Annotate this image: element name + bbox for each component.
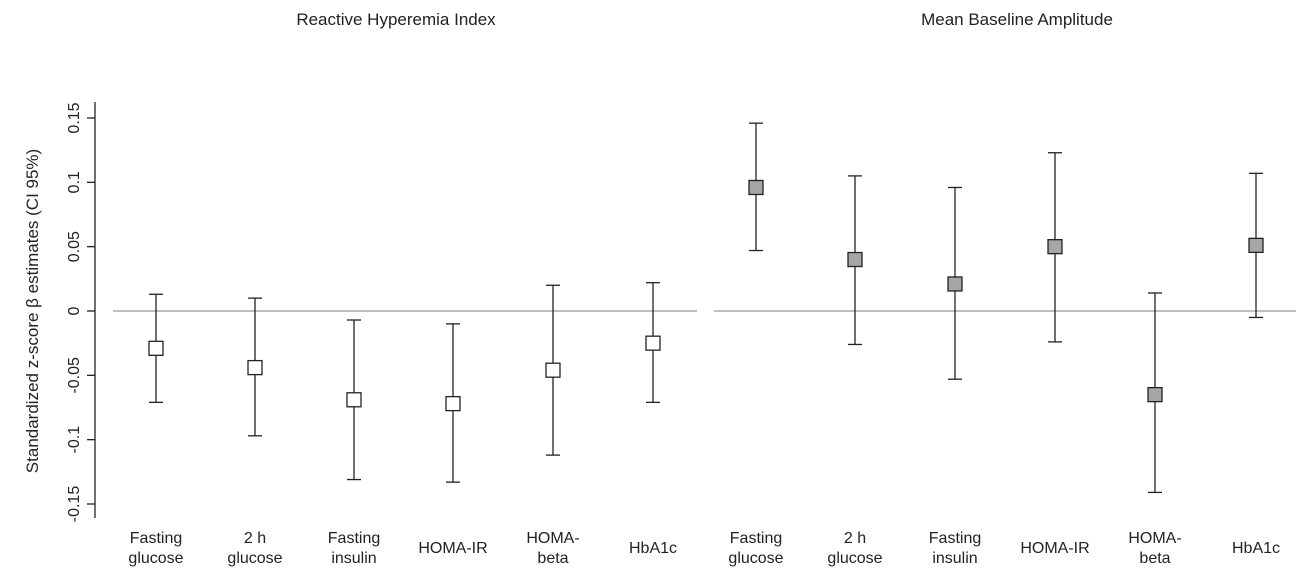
category-label: beta: [537, 550, 568, 567]
y-tick-label: 0.05: [66, 231, 83, 262]
y-tick-label: -0.05: [66, 357, 83, 394]
y-axis: -0.15 -0.1 -0.05 0 0.05 0.1 0.15: [66, 102, 96, 523]
point-estimate-marker: [748, 179, 764, 196]
point-estimate-marker: [1248, 237, 1264, 254]
panel-title: Reactive Hyperemia Index: [296, 10, 496, 29]
point-estimate-marker: [346, 392, 362, 408]
category-label: HOMA-IR: [418, 540, 487, 557]
y-axis-title: Standardized z-score β estimates (CI 95%…: [23, 149, 42, 473]
category-label: insulin: [932, 550, 977, 567]
point-estimate-marker: [1147, 386, 1163, 403]
category-label: Fasting: [929, 530, 981, 547]
category-label: glucose: [827, 550, 882, 567]
category-label: glucose: [728, 550, 783, 567]
category-label: 2 h: [844, 530, 866, 547]
category-label: Fasting: [328, 530, 380, 547]
point-estimate-marker: [247, 359, 263, 376]
point-estimate-marker: [1047, 239, 1063, 255]
panel-2: Mean Baseline Amplitude Fasting glucose 2 h…: [714, 10, 1296, 567]
category-label: Fasting: [730, 530, 782, 547]
category-label: HOMA-: [526, 530, 579, 547]
y-tick-label: -0.1: [66, 426, 83, 454]
panels: Reactive Hyperemia Index Fasting glucose 2 …: [113, 10, 1296, 567]
category-label: beta: [1139, 550, 1170, 567]
point-estimate-marker: [947, 276, 963, 292]
category-label: insulin: [331, 550, 376, 567]
panel-1: Reactive Hyperemia Index Fasting glucose 2 …: [113, 10, 697, 567]
category-label: HOMA-: [1128, 530, 1181, 547]
y-tick-label: -0.15: [66, 486, 83, 523]
category-label: glucose: [227, 550, 282, 567]
point-estimate-marker: [148, 340, 164, 356]
point-estimate-marker: [545, 362, 561, 378]
y-tick-label: 0: [66, 306, 83, 315]
category-label: 2 h: [244, 530, 266, 547]
panel-title: Mean Baseline Amplitude: [921, 10, 1113, 29]
category-label: HbA1c: [1232, 540, 1280, 557]
category-label: glucose: [128, 550, 183, 567]
y-tick-label: 0.15: [66, 102, 83, 133]
category-label: HbA1c: [629, 540, 677, 557]
point-estimate-marker: [445, 395, 461, 412]
point-estimate-marker: [847, 251, 863, 268]
point-estimate-marker: [645, 335, 661, 351]
y-tick-label: 0.1: [66, 171, 83, 193]
category-label: HOMA-IR: [1020, 540, 1089, 557]
category-label: Fasting: [130, 530, 182, 547]
